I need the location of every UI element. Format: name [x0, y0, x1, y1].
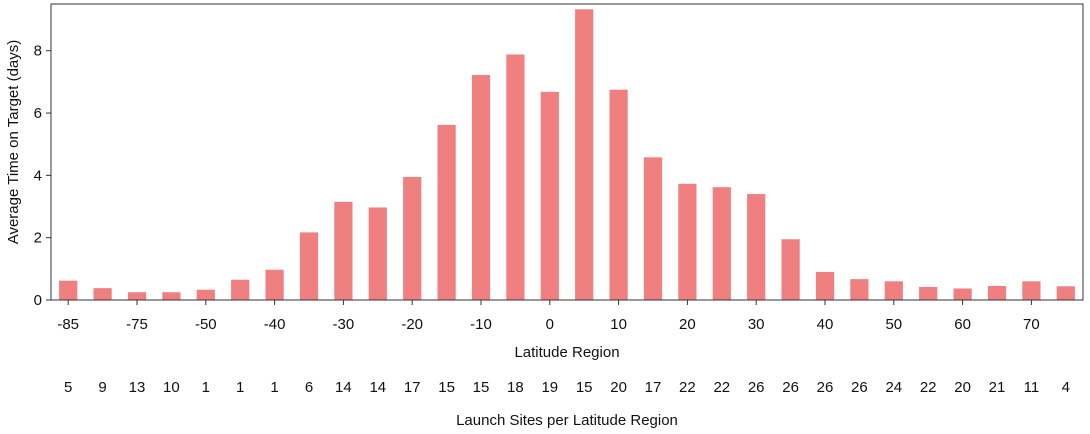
- site-count-label: 6: [305, 379, 313, 396]
- site-count-label: 17: [404, 379, 421, 396]
- site-count-label: 18: [507, 379, 524, 396]
- x-tick-label: -85: [57, 316, 79, 333]
- bar-65: [987, 285, 1007, 300]
- x-tick-label: 20: [679, 316, 696, 333]
- site-count-label: 24: [885, 379, 902, 396]
- x-tick-label: -30: [333, 316, 355, 333]
- x-tick-label: 10: [610, 316, 627, 333]
- x-tick-label: 30: [748, 316, 765, 333]
- bar--70: [162, 292, 181, 300]
- bar-0: [540, 91, 559, 300]
- site-count-label: 26: [851, 379, 868, 396]
- site-count-label: 5: [64, 379, 72, 396]
- x-tick-label: -20: [401, 316, 423, 333]
- x-tick-label: 0: [546, 316, 554, 333]
- x-tick-label: 70: [1023, 316, 1040, 333]
- x-tick-label: -40: [264, 316, 286, 333]
- y-tick-label: 4: [34, 167, 42, 184]
- bar--50: [196, 289, 215, 300]
- bar-30: [747, 194, 766, 300]
- site-count-axis-label: Launch Sites per Latitude Region: [456, 412, 678, 429]
- site-count-label: 11: [1024, 379, 1040, 396]
- site-count-label: 22: [713, 379, 730, 396]
- bar-45: [850, 279, 869, 300]
- bar-75: [1056, 286, 1075, 300]
- bar--25: [368, 207, 387, 300]
- bar--35: [299, 232, 319, 300]
- x-tick-label: -50: [195, 316, 217, 333]
- bar-5: [575, 9, 594, 300]
- site-count-label: 22: [920, 379, 937, 396]
- site-count-label: 17: [645, 379, 662, 396]
- site-count-label: 1: [236, 379, 244, 396]
- site-count-label: 19: [541, 379, 558, 396]
- y-tick-label: 6: [34, 105, 42, 122]
- x-tick-label: -75: [126, 316, 148, 333]
- bar--85: [59, 280, 78, 300]
- y-tick-label: 2: [34, 230, 42, 247]
- bar-25: [712, 187, 731, 300]
- bar--40: [265, 269, 284, 300]
- x-tick-label: -10: [470, 316, 492, 333]
- bar--80: [93, 288, 112, 300]
- site-count-label: 13: [129, 379, 146, 396]
- bar--5: [506, 54, 525, 301]
- site-count-label: 20: [954, 379, 971, 396]
- bar-50: [884, 281, 903, 300]
- site-count-label: 10: [163, 379, 180, 396]
- site-count-label: 15: [576, 379, 593, 396]
- bar--45: [231, 279, 250, 300]
- site-count-label: 1: [270, 379, 278, 396]
- y-tick-label: 0: [34, 292, 42, 309]
- site-count-row: 5 9 13 10 1 1 1 6 14 14 17 15 15 18 19 15 20 17 22 22 26 26 26…: [64, 379, 1070, 396]
- site-count-label: 4: [1062, 379, 1070, 396]
- site-count-label: 21: [989, 379, 1006, 396]
- x-axis-label: Latitude Region: [514, 344, 619, 361]
- x-tick-label: 50: [885, 316, 902, 333]
- bar-40: [815, 271, 835, 300]
- site-count-label: 14: [369, 379, 386, 396]
- y-axis: 0 2 4 6 8: [34, 43, 51, 309]
- bar-55: [919, 286, 938, 300]
- site-count-label: 22: [679, 379, 696, 396]
- bar--20: [403, 176, 422, 300]
- y-axis-label: Average Time on Target (days): [5, 40, 22, 245]
- site-count-label: 20: [610, 379, 627, 396]
- site-count-label: 1: [202, 379, 210, 396]
- x-axis: -85 -75 -50 -40 -30 -20 -10 0 10 20 30 40 50 60 70: [57, 300, 1040, 333]
- site-count-label: 26: [817, 379, 834, 396]
- site-count-label: 15: [438, 379, 455, 396]
- site-count-label: 14: [335, 379, 352, 396]
- bar--30: [334, 201, 353, 300]
- bars-group: [59, 9, 1075, 301]
- bar-70: [1022, 281, 1041, 300]
- bar--75: [127, 292, 147, 300]
- y-tick-label: 8: [34, 43, 42, 60]
- bar--15: [437, 124, 456, 300]
- site-count-label: 9: [98, 379, 106, 396]
- site-count-label: 15: [473, 379, 490, 396]
- site-count-label: 26: [748, 379, 765, 396]
- plot-frame: [50, 3, 1084, 301]
- site-count-label: 26: [782, 379, 799, 396]
- bar-15: [643, 157, 663, 300]
- bar--10: [471, 75, 491, 300]
- x-tick-label: 60: [954, 316, 971, 333]
- bar-35: [781, 239, 800, 300]
- bar-60: [953, 288, 972, 300]
- bar-10: [609, 89, 628, 301]
- x-tick-label: 40: [817, 316, 834, 333]
- bar-20: [678, 183, 697, 300]
